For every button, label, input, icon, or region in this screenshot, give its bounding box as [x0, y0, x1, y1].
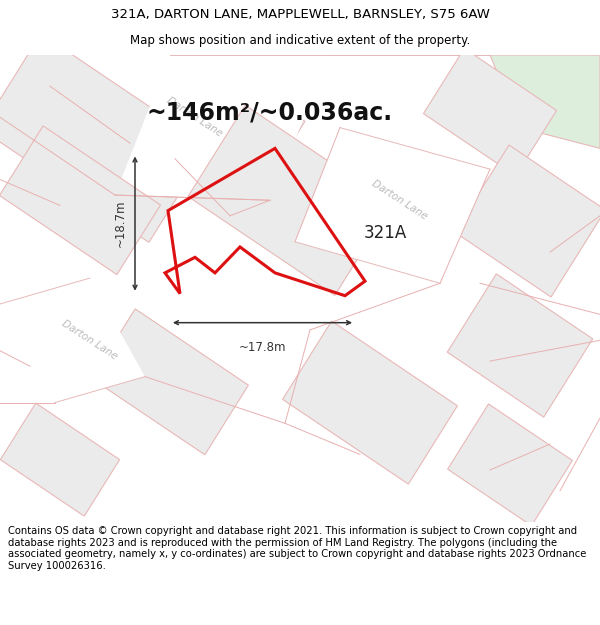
Polygon shape — [92, 309, 248, 455]
Polygon shape — [447, 274, 593, 417]
Polygon shape — [424, 48, 557, 176]
Polygon shape — [455, 145, 600, 297]
Polygon shape — [188, 105, 392, 296]
Text: Darton Lane: Darton Lane — [61, 319, 119, 362]
Text: ~17.8m: ~17.8m — [239, 341, 286, 354]
Polygon shape — [115, 55, 330, 200]
Polygon shape — [1, 403, 119, 516]
Polygon shape — [0, 34, 209, 242]
Polygon shape — [310, 55, 600, 148]
Text: ~18.7m: ~18.7m — [114, 200, 127, 248]
Text: 321A: 321A — [364, 224, 407, 243]
Polygon shape — [0, 278, 145, 402]
Polygon shape — [0, 126, 160, 274]
Text: Contains OS data © Crown copyright and database right 2021. This information is : Contains OS data © Crown copyright and d… — [8, 526, 586, 571]
Text: Map shows position and indicative extent of the property.: Map shows position and indicative extent… — [130, 34, 470, 48]
Text: ~146m²/~0.036ac.: ~146m²/~0.036ac. — [147, 100, 393, 124]
Polygon shape — [283, 321, 457, 484]
Polygon shape — [295, 127, 490, 283]
Text: 321A, DARTON LANE, MAPPLEWELL, BARNSLEY, S75 6AW: 321A, DARTON LANE, MAPPLEWELL, BARNSLEY,… — [110, 8, 490, 21]
Text: Darton Lane: Darton Lane — [370, 179, 430, 222]
Text: Darton Lane: Darton Lane — [166, 96, 224, 139]
Polygon shape — [155, 48, 305, 187]
Polygon shape — [448, 404, 572, 526]
